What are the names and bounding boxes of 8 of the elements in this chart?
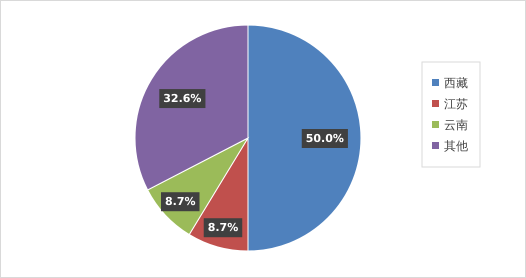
- legend-label: 江苏: [444, 97, 468, 111]
- legend-label: 其他: [444, 139, 468, 153]
- data-label: 8.7%: [208, 221, 238, 234]
- data-label: 8.7%: [164, 195, 196, 208]
- legend-label: 西藏: [444, 76, 468, 90]
- data-label: 32.6%: [163, 92, 202, 106]
- legend-label: 云南: [444, 118, 468, 132]
- data-label: 50.0%: [306, 132, 344, 145]
